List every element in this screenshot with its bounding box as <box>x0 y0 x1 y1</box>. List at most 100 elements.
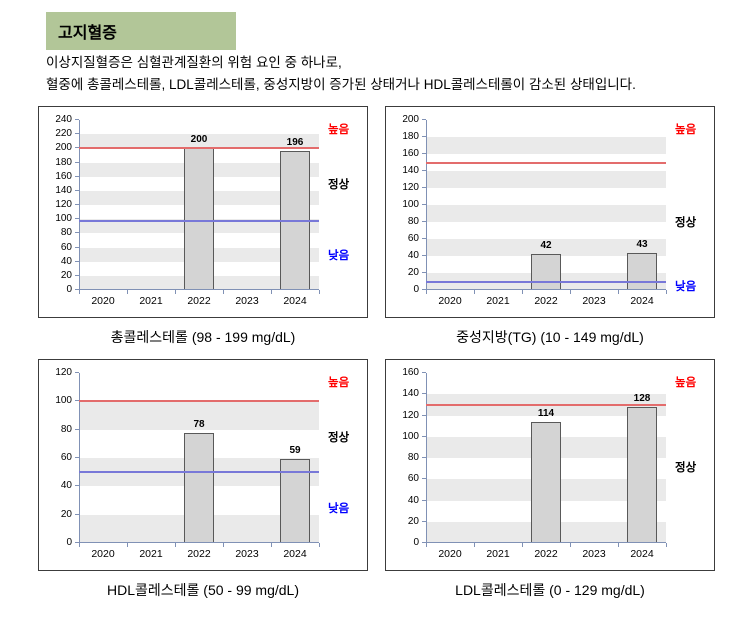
chart-triglyceride: 0 20 40 60 80 100 120 140 160 180 200 2020 2021 2022 2… <box>385 106 715 318</box>
y-axis-tick <box>75 485 79 487</box>
bar-value-2024: 43 <box>636 239 648 251</box>
y-axis-tick <box>75 274 79 276</box>
x-axis-label-2024: 2024 <box>283 548 307 560</box>
y-axis-tick-label: 60 <box>407 233 419 244</box>
y-axis-tick-label: 60 <box>60 452 72 463</box>
y-axis-tick <box>422 435 426 437</box>
y-axis-tick <box>422 119 426 120</box>
y-axis-tick-label: 180 <box>55 156 72 168</box>
bar-value-2024: 196 <box>286 137 304 149</box>
y-axis-tick-label: 160 <box>402 148 419 159</box>
x-axis-tick <box>223 290 224 294</box>
y-axis-tick-label: 40 <box>407 250 419 261</box>
y-axis-tick <box>422 393 426 395</box>
x-axis-tick <box>127 543 128 547</box>
x-axis-tick <box>127 290 128 294</box>
x-axis-label-2023: 2023 <box>582 295 606 307</box>
bar-2024 <box>627 253 657 290</box>
y-axis-tick <box>422 170 426 171</box>
grid-band <box>426 373 666 394</box>
x-axis-label-2024: 2024 <box>630 295 654 307</box>
x-axis-tick <box>474 290 475 294</box>
y-axis-tick <box>75 161 79 163</box>
y-axis-tick-label: 100 <box>55 213 72 225</box>
normal-range-label: 정상 <box>328 431 350 444</box>
y-axis <box>79 120 80 290</box>
x-axis-tick <box>319 543 320 547</box>
bar-value-2022: 42 <box>540 240 552 252</box>
y-axis-tick <box>422 153 426 154</box>
x-axis-tick <box>522 290 523 294</box>
y-axis-tick-label: 120 <box>55 367 72 378</box>
x-axis-label-2022: 2022 <box>534 548 558 560</box>
y-axis-tick-label: 20 <box>60 269 72 281</box>
chart-caption-ldl-cholesterol: LDL콜레스테롤 (0 - 129 mg/dL) <box>455 582 645 598</box>
x-axis-label-2020: 2020 <box>91 295 115 307</box>
x-axis-label-2024: 2024 <box>283 295 307 307</box>
x-axis-label-2021: 2021 <box>486 548 510 560</box>
y-axis-tick-label: 180 <box>402 131 419 142</box>
chart-caption-triglyceride: 중성지방(TG) (10 - 149 mg/dL) <box>456 329 644 345</box>
y-axis-tick-label: 80 <box>407 216 419 227</box>
bar-2022 <box>184 432 214 543</box>
y-axis-tick <box>422 372 426 373</box>
y-axis-tick-label: 80 <box>407 452 419 463</box>
grid-band <box>426 239 666 256</box>
high-threshold-line <box>426 161 666 164</box>
y-axis-tick-label: 100 <box>402 199 419 210</box>
chart-ldl-cholesterol: 0 20 40 60 80 100 120 140 160 2020 2021 2022 2023 202… <box>385 359 715 571</box>
y-axis-tick-label: 200 <box>55 142 72 154</box>
x-axis-label-2022: 2022 <box>187 295 211 307</box>
description: 이상지질혈증은 심혈관계질환의 위험 요인 중 하나로, 혈중에 총콜레스테롤,… <box>46 52 636 96</box>
low-range-label: 낮음 <box>328 502 350 515</box>
x-axis-tick <box>570 543 571 547</box>
y-axis-tick <box>75 513 79 515</box>
y-axis-tick-label: 140 <box>402 165 419 176</box>
x-axis-tick <box>618 543 619 547</box>
y-axis-tick <box>75 289 79 290</box>
y-axis-tick <box>422 136 426 137</box>
normal-range-label: 정상 <box>328 179 350 192</box>
charts-grid: 0 20 40 60 80 100 120 140 160 180 200 220 240 2020 202… <box>38 106 717 600</box>
high-range-label: 높음 <box>328 376 350 389</box>
description-line-1: 이상지질혈증은 심혈관계질환의 위험 요인 중 하나로, <box>46 55 342 70</box>
y-axis-tick <box>422 255 426 256</box>
bar-2024 <box>280 459 310 543</box>
grid-band <box>426 171 666 188</box>
y-axis-tick-label: 20 <box>407 515 419 527</box>
x-axis-label-2020: 2020 <box>91 548 115 560</box>
y-axis-tick <box>75 204 79 205</box>
x-axis <box>79 542 319 543</box>
x-axis-label-2022: 2022 <box>187 548 211 560</box>
y-axis-tick <box>422 457 426 458</box>
x-axis-label-2023: 2023 <box>235 548 259 560</box>
grid-band <box>79 373 319 401</box>
y-axis-tick <box>422 499 426 501</box>
bar-2024 <box>627 407 657 543</box>
description-line-2: 혈중에 총콜레스테롤, LDL콜레스테롤, 중성지방이 증가된 상태거나 HDL… <box>46 77 636 92</box>
plot-area: 0 20 40 60 80 100 120 140 160 2020 2021 2022 2023 202… <box>402 368 696 561</box>
x-axis-tick <box>474 543 475 547</box>
y-axis-tick-label: 160 <box>55 170 72 182</box>
chart-caption-total-cholesterol: 총콜레스테롤 (98 - 199 mg/dL) <box>110 329 296 345</box>
plot-area: 0 20 40 60 80 100 120 140 160 180 200 220 240 2020 202… <box>55 115 349 308</box>
plot-area: 0 20 40 60 80 100 120 2020 2021 2022 2023 2024 78 59 높… <box>55 368 349 561</box>
x-axis-tick <box>570 290 571 294</box>
y-axis-tick-label: 0 <box>66 284 72 295</box>
y-axis-tick-label: 40 <box>60 480 72 492</box>
x-axis-tick <box>522 543 523 547</box>
chart-cell-total-cholesterol: 0 20 40 60 80 100 120 140 160 180 200 220 240 2020 202… <box>38 106 370 347</box>
normal-range-label: 정상 <box>675 462 697 475</box>
y-axis-tick-label: 100 <box>402 430 419 442</box>
y-axis-tick-label: 120 <box>402 409 419 421</box>
y-axis-tick-label: 240 <box>55 114 72 125</box>
bar-2022 <box>531 421 561 543</box>
y-axis-tick <box>75 119 79 120</box>
x-axis-tick <box>666 290 667 294</box>
chart-cell-ldl-cholesterol: 0 20 40 60 80 100 120 140 160 2020 2021 2022 2023 202… <box>385 359 717 600</box>
y-axis-tick <box>75 428 79 430</box>
x-axis-tick <box>79 290 80 294</box>
y-axis-tick <box>75 175 79 177</box>
grid-band <box>79 120 319 134</box>
y-axis-tick-label: 20 <box>407 267 419 278</box>
